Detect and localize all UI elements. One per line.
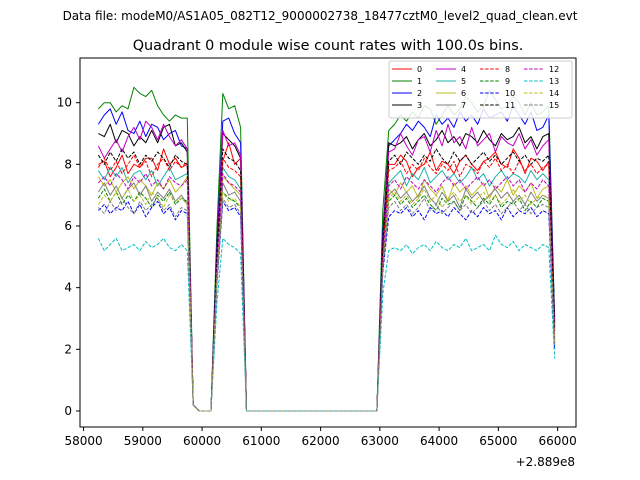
legend-box [388, 60, 573, 119]
legend-label-3: 3 [417, 101, 422, 110]
x-tick-label: 61000 [242, 434, 280, 448]
y-tick-label: 8 [64, 157, 72, 171]
legend-label-6: 6 [461, 89, 466, 98]
y-tick-label: 0 [64, 404, 72, 418]
legend-label-0: 0 [417, 65, 422, 74]
legend-label-9: 9 [505, 77, 510, 86]
legend-label-8: 8 [505, 65, 510, 74]
x-tick-label: 62000 [301, 434, 339, 448]
legend-label-10: 10 [505, 89, 515, 98]
y-tick-label: 4 [64, 281, 72, 295]
y-tick-label: 10 [57, 96, 72, 110]
x-tick-label: 65000 [479, 434, 517, 448]
legend-label-14: 14 [549, 89, 559, 98]
y-tick-label: 2 [64, 342, 72, 356]
x-offset-label: +2.889e8 [516, 455, 575, 469]
legend-label-12: 12 [549, 65, 559, 74]
series-line-10 [98, 200, 556, 412]
legend-label-4: 4 [461, 65, 466, 74]
legend-label-1: 1 [417, 77, 422, 86]
figure-suptitle: Data file: modeM0/AS1A05_082T12_90000027… [63, 9, 578, 23]
legend-label-5: 5 [461, 77, 466, 86]
x-tick-label: 59000 [124, 434, 162, 448]
y-tick-label: 6 [64, 219, 72, 233]
series-line-15 [98, 197, 556, 412]
legend-label-13: 13 [549, 77, 559, 86]
axes-frame [79, 57, 577, 428]
series-line-14 [97, 188, 556, 412]
legend-label-11: 11 [505, 101, 515, 110]
x-tick-label: 66000 [539, 434, 577, 448]
series-lines [97, 86, 556, 412]
x-tick-label: 58000 [64, 434, 102, 448]
legend-label-7: 7 [461, 101, 466, 110]
legend-label-15: 15 [549, 101, 559, 110]
axes: 58000 59000 60000 61000 62000 63000 64000 65000… [57, 57, 577, 448]
series-line-9 [97, 188, 556, 412]
x-tick-label: 64000 [420, 434, 458, 448]
legend-label-2: 2 [417, 89, 422, 98]
chart-title: Quadrant 0 module wise count rates with … [133, 38, 524, 54]
x-tick-label: 60000 [183, 434, 221, 448]
x-tick-label: 63000 [361, 434, 399, 448]
series-line-11 [97, 148, 556, 412]
